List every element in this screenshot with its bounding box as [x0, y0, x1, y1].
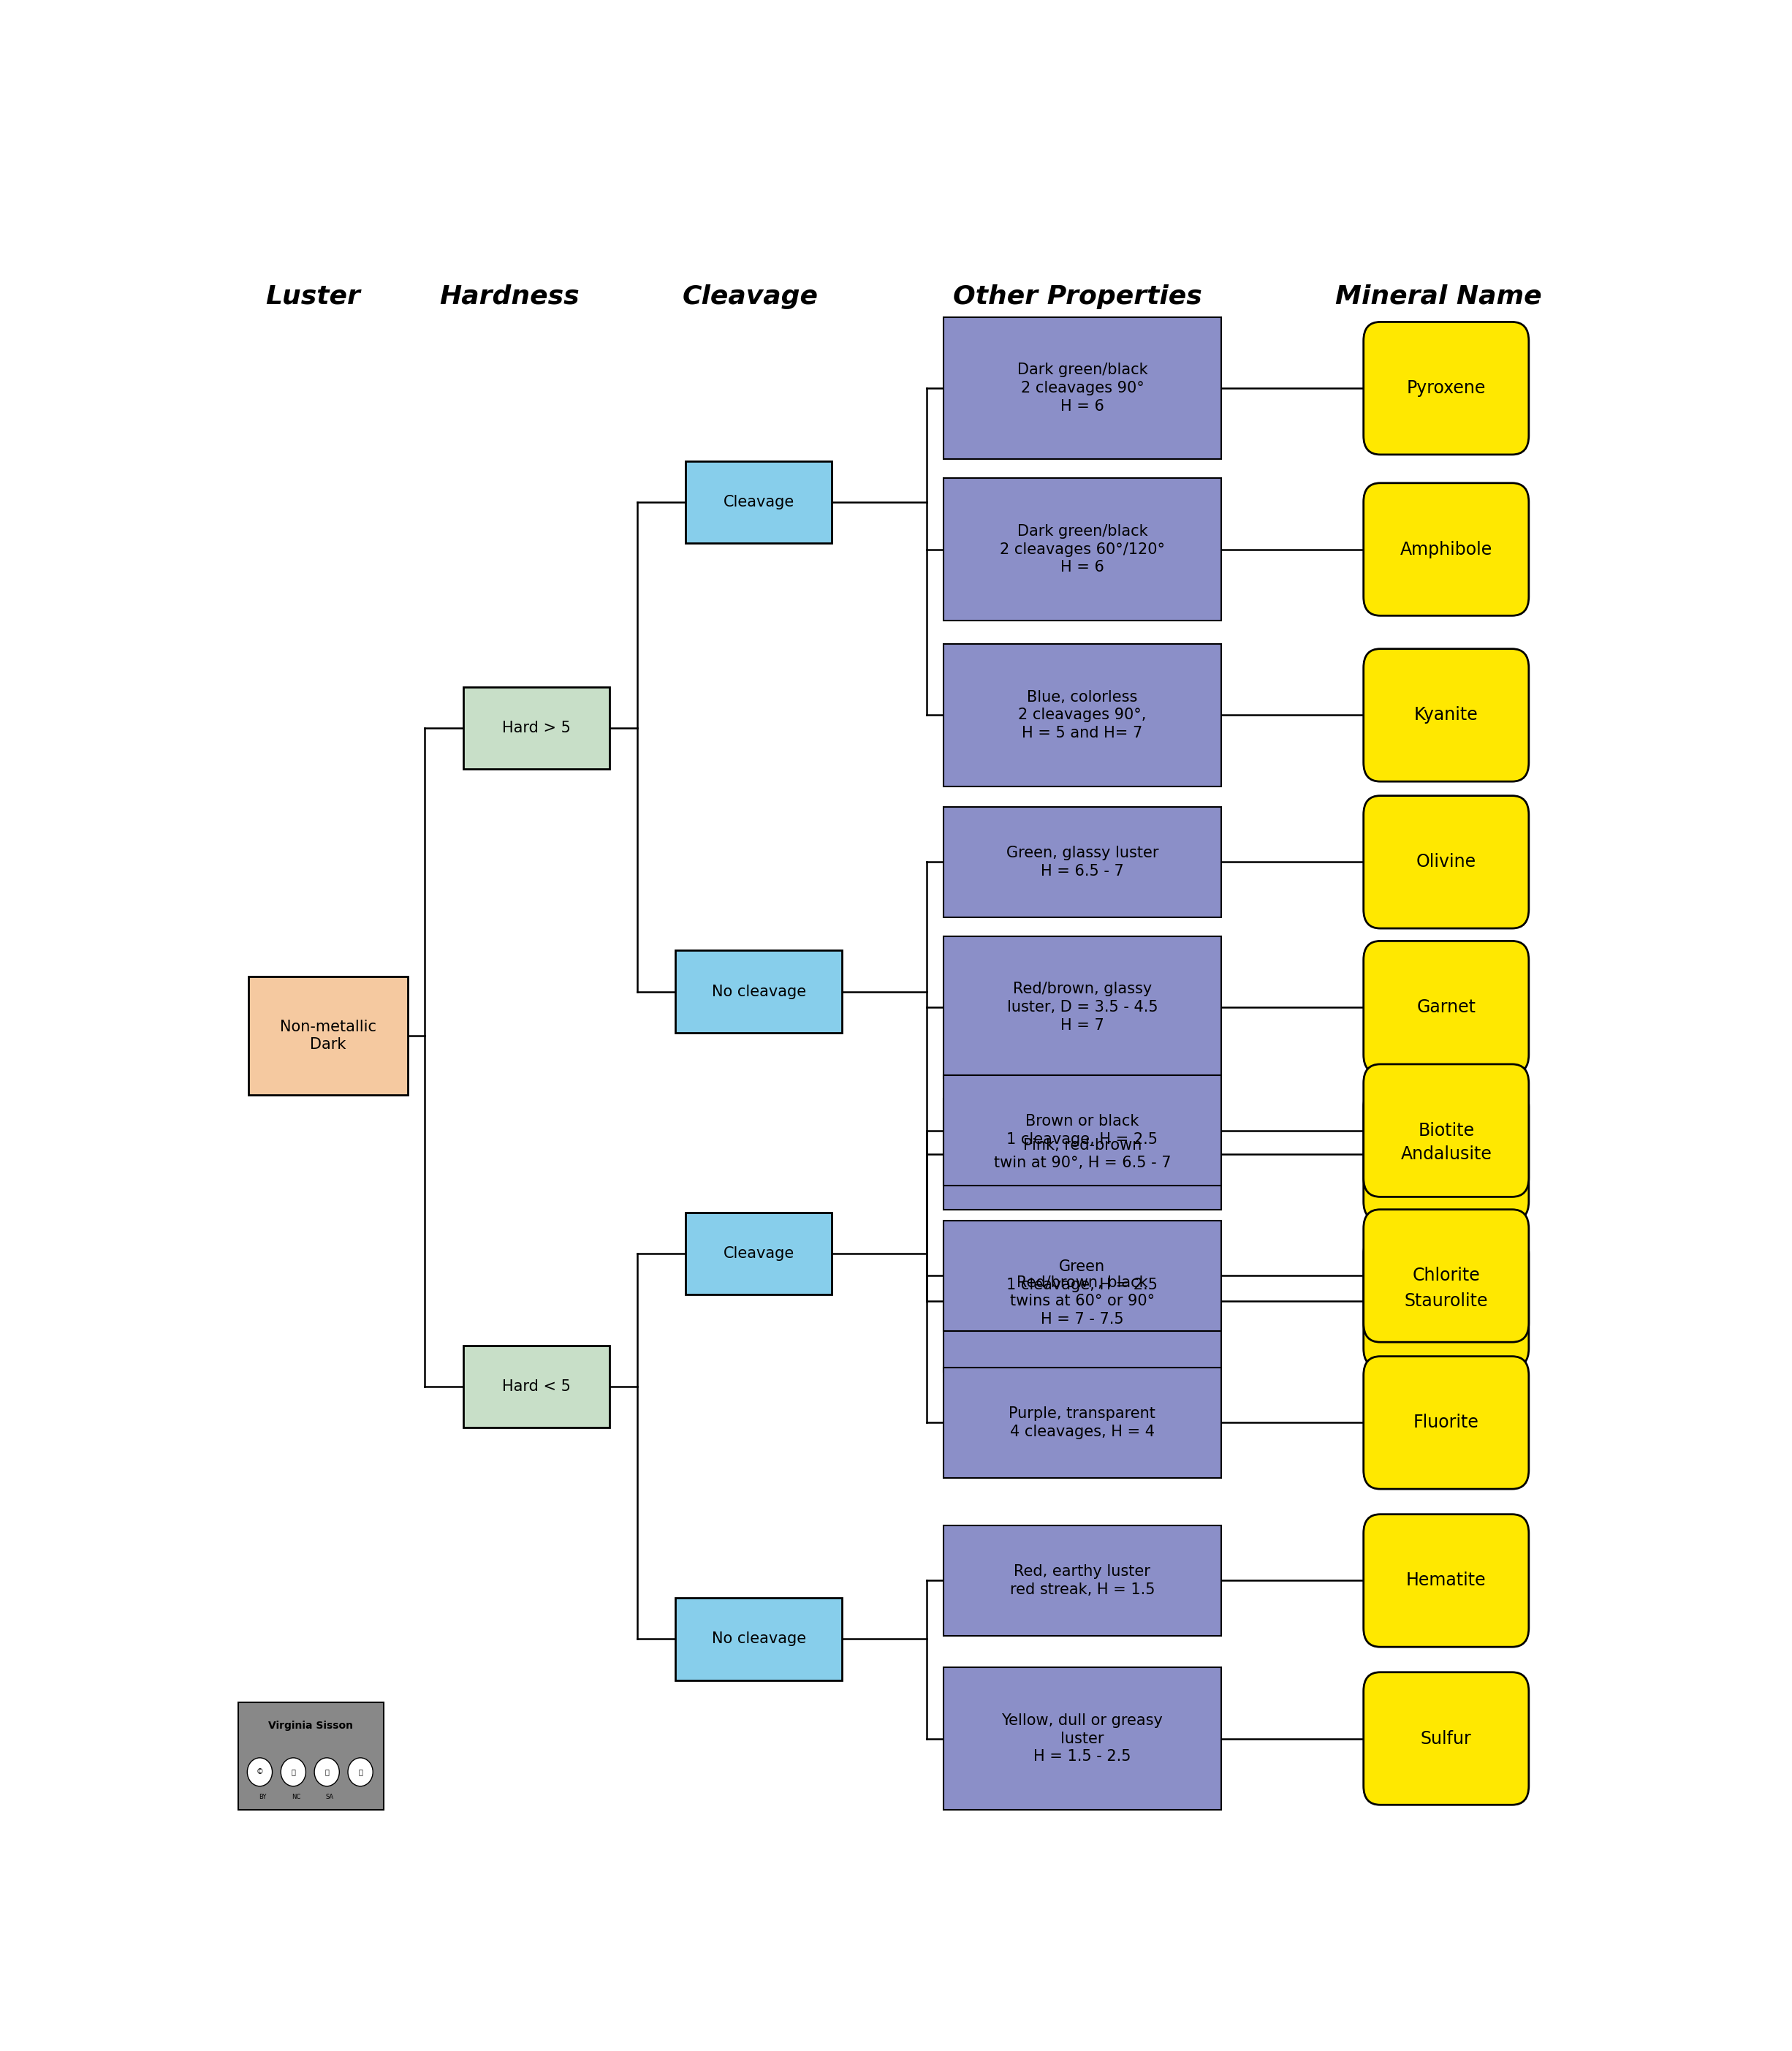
Circle shape	[348, 1758, 373, 1786]
Text: Luster: Luster	[265, 285, 360, 310]
Bar	[943, 1368, 1220, 1479]
Text: Mineral Name: Mineral Name	[1335, 285, 1541, 310]
Text: Dark green/black
2 cleavages 90°
H = 6: Dark green/black 2 cleavages 90° H = 6	[1018, 363, 1147, 414]
Circle shape	[314, 1758, 339, 1786]
Bar	[943, 935, 1220, 1079]
Text: Cleavage: Cleavage	[683, 285, 819, 310]
Text: Virginia Sisson: Virginia Sisson	[269, 1721, 353, 1731]
Text: Olivine: Olivine	[1416, 853, 1477, 872]
Bar	[686, 461, 831, 544]
Text: Pyroxene: Pyroxene	[1407, 379, 1486, 398]
Text: Hardness: Hardness	[439, 285, 579, 310]
Bar	[686, 1212, 831, 1294]
Text: Non-metallic
Dark: Non-metallic Dark	[280, 1019, 376, 1052]
Text: Chlorite: Chlorite	[1412, 1268, 1480, 1284]
Text: Other Properties: Other Properties	[953, 285, 1202, 310]
Text: ⓘ: ⓘ	[290, 1768, 296, 1776]
Bar	[676, 950, 842, 1032]
Bar	[943, 318, 1220, 459]
Bar	[943, 478, 1220, 619]
Bar	[943, 806, 1220, 917]
Text: Ⓜ: Ⓜ	[358, 1768, 362, 1776]
FancyBboxPatch shape	[1364, 1210, 1529, 1341]
Text: Sulfur: Sulfur	[1421, 1729, 1471, 1747]
Text: Biotite: Biotite	[1417, 1122, 1475, 1138]
FancyBboxPatch shape	[1364, 796, 1529, 929]
Text: Ⓢ: Ⓢ	[324, 1768, 330, 1776]
Circle shape	[281, 1758, 306, 1786]
FancyBboxPatch shape	[1364, 941, 1529, 1073]
Text: Andalusite: Andalusite	[1401, 1144, 1491, 1163]
Bar	[943, 1526, 1220, 1637]
Text: No cleavage: No cleavage	[711, 984, 806, 999]
Text: Green, glassy luster
H = 6.5 - 7: Green, glassy luster H = 6.5 - 7	[1005, 845, 1158, 878]
Bar	[676, 1598, 842, 1680]
Text: Garnet: Garnet	[1416, 999, 1477, 1015]
Text: Yellow, dull or greasy
luster
H = 1.5 - 2.5: Yellow, dull or greasy luster H = 1.5 - …	[1002, 1713, 1163, 1764]
FancyBboxPatch shape	[1364, 1064, 1529, 1198]
Bar	[249, 976, 409, 1095]
Text: NC: NC	[292, 1793, 301, 1801]
Text: ©: ©	[256, 1768, 263, 1776]
Text: Staurolite: Staurolite	[1405, 1292, 1487, 1311]
Bar	[943, 644, 1220, 786]
FancyBboxPatch shape	[1364, 1514, 1529, 1647]
Text: Green
1 cleavage, H = 2.5: Green 1 cleavage, H = 2.5	[1007, 1259, 1158, 1292]
FancyBboxPatch shape	[1364, 322, 1529, 455]
Text: Amphibole: Amphibole	[1400, 541, 1493, 558]
FancyBboxPatch shape	[1364, 648, 1529, 781]
FancyBboxPatch shape	[1364, 1356, 1529, 1489]
Text: Hard > 5: Hard > 5	[502, 720, 572, 734]
Text: SA: SA	[326, 1793, 333, 1801]
Text: Red/brown, black
twins at 60° or 90°
H = 7 - 7.5: Red/brown, black twins at 60° or 90° H =…	[1011, 1276, 1154, 1327]
Text: Blue, colorless
2 cleavages 90°,
H = 5 and H= 7: Blue, colorless 2 cleavages 90°, H = 5 a…	[1018, 689, 1147, 740]
FancyBboxPatch shape	[1364, 1087, 1529, 1220]
Text: Cleavage: Cleavage	[724, 1247, 794, 1261]
Text: Red, earthy luster
red streak, H = 1.5: Red, earthy luster red streak, H = 1.5	[1009, 1565, 1154, 1598]
FancyBboxPatch shape	[1364, 1235, 1529, 1368]
Bar	[943, 1667, 1220, 1809]
Bar	[943, 1075, 1220, 1185]
Text: Cleavage: Cleavage	[724, 494, 794, 509]
Text: No cleavage: No cleavage	[711, 1633, 806, 1647]
Bar	[943, 1231, 1220, 1372]
Bar	[238, 1702, 383, 1809]
Text: Brown or black
1 cleavage, H = 2.5: Brown or black 1 cleavage, H = 2.5	[1007, 1114, 1158, 1147]
Circle shape	[247, 1758, 272, 1786]
Text: Pink, red-brown
twin at 90°, H = 6.5 - 7: Pink, red-brown twin at 90°, H = 6.5 - 7	[995, 1138, 1170, 1171]
Text: Fluorite: Fluorite	[1414, 1413, 1478, 1432]
Text: Red/brown, glassy
luster, D = 3.5 - 4.5
H = 7: Red/brown, glassy luster, D = 3.5 - 4.5 …	[1007, 982, 1158, 1034]
Text: BY: BY	[258, 1793, 267, 1801]
Text: Hematite: Hematite	[1407, 1571, 1486, 1590]
FancyBboxPatch shape	[1364, 1672, 1529, 1805]
Text: Dark green/black
2 cleavages 60°/120°
H = 6: Dark green/black 2 cleavages 60°/120° H …	[1000, 523, 1165, 574]
Text: Purple, transparent
4 cleavages, H = 4: Purple, transparent 4 cleavages, H = 4	[1009, 1407, 1156, 1440]
Bar	[464, 687, 609, 769]
Bar	[943, 1220, 1220, 1331]
Text: Hard < 5: Hard < 5	[502, 1378, 572, 1395]
Bar	[464, 1345, 609, 1427]
FancyBboxPatch shape	[1364, 482, 1529, 615]
Bar	[943, 1099, 1220, 1210]
Text: Kyanite: Kyanite	[1414, 706, 1478, 724]
